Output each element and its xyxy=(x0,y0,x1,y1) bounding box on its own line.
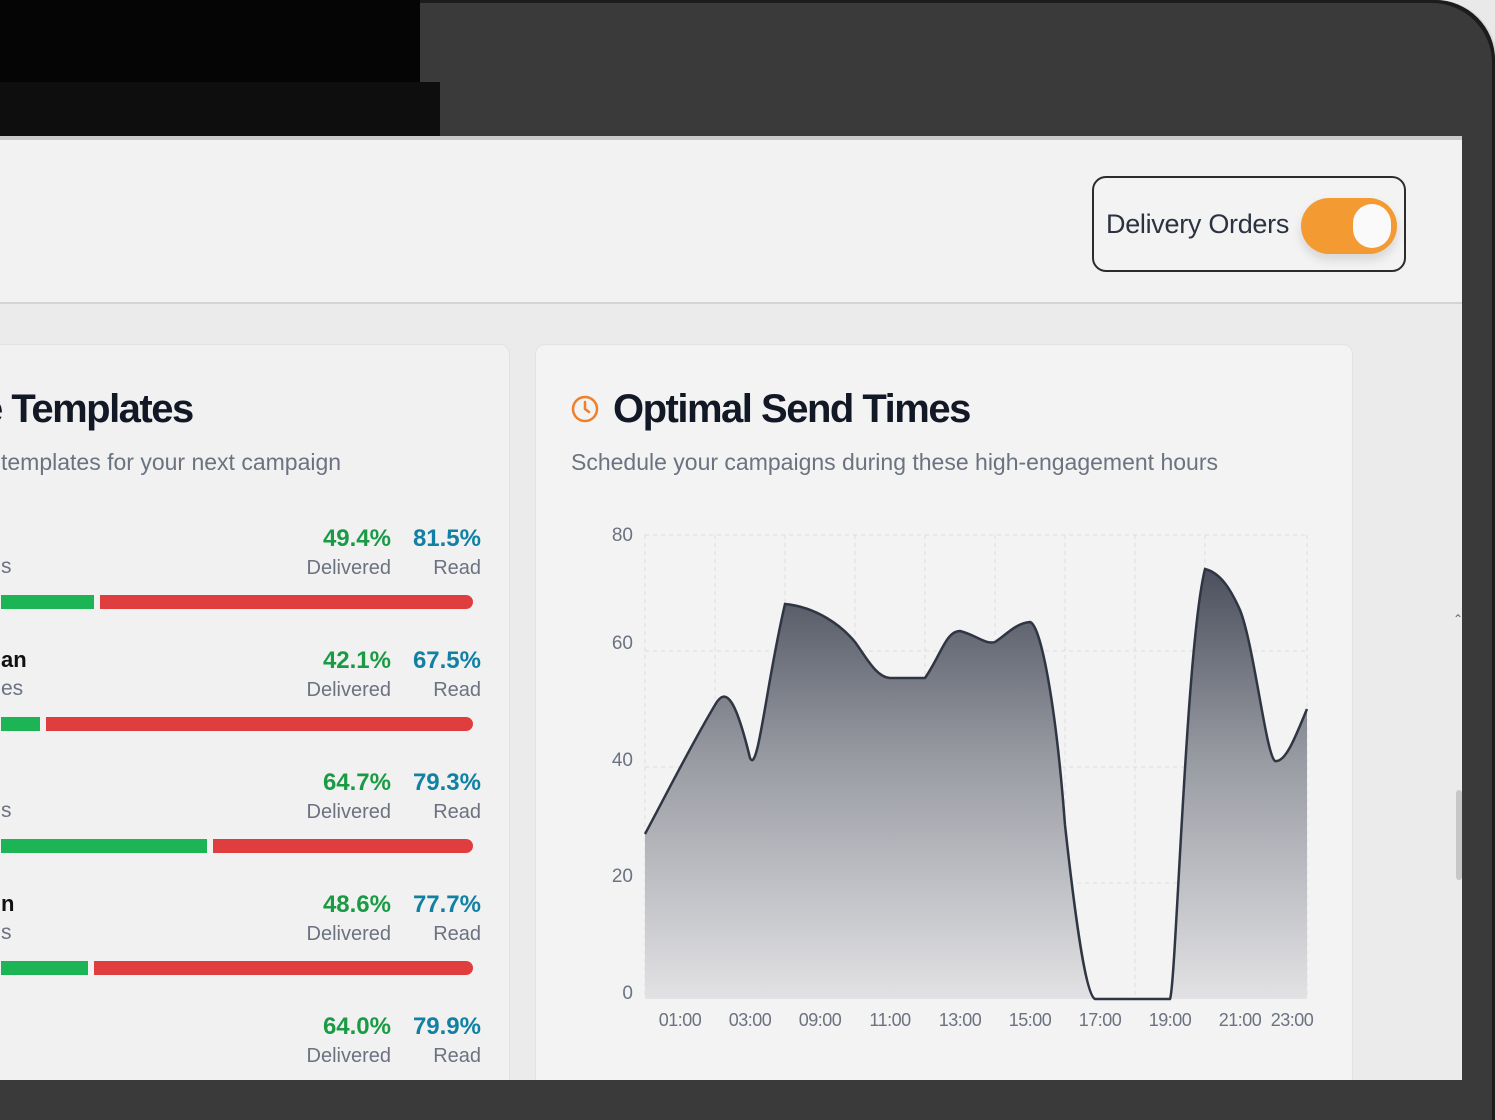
delivered-percent: 48.6% xyxy=(322,891,391,918)
template-row[interactable]: s 49.4% 81.5% Delivered Read xyxy=(1,525,481,625)
x-tick: 09:00 xyxy=(798,1010,842,1030)
delivered-percent: 64.0% xyxy=(322,1013,391,1040)
delivered-label: Delivered xyxy=(306,1045,391,1067)
card-subtitle: Schedule your campaigns during these hig… xyxy=(571,449,1218,475)
x-tick: 17:00 xyxy=(1078,1010,1122,1030)
template-subtitle: es xyxy=(1,677,24,700)
delivery-orders-toggle-group[interactable]: Delivery Orders xyxy=(1092,176,1406,272)
template-subtitle: s xyxy=(1,921,12,944)
delivered-percent: 49.4% xyxy=(322,525,391,552)
x-tick: 15:00 xyxy=(1008,1010,1052,1030)
scroll-up-arrow-icon[interactable]: ⌃ xyxy=(1453,612,1462,626)
delivered-label: Delivered xyxy=(306,679,391,701)
read-label: Read xyxy=(433,679,481,701)
delivered-bar xyxy=(1,961,88,975)
send-times-chart: 80 60 40 20 0 xyxy=(536,345,1352,1080)
main-content: e Templates templates for your next camp… xyxy=(0,304,1462,1080)
card-subtitle: templates for your next campaign xyxy=(1,449,342,475)
read-label: Read xyxy=(433,923,481,945)
progress-bar xyxy=(1,595,473,609)
x-tick: 11:00 xyxy=(869,1010,911,1030)
toggle-knob[interactable] xyxy=(1353,204,1391,248)
x-tick: 01:00 xyxy=(658,1010,702,1030)
read-percent: 79.9% xyxy=(412,1013,481,1040)
x-tick: 19:00 xyxy=(1148,1010,1192,1030)
read-label: Read xyxy=(433,1045,481,1067)
x-tick: 13:00 xyxy=(938,1010,982,1030)
area-fill xyxy=(645,569,1307,999)
clock-icon xyxy=(571,395,599,423)
progress-bar xyxy=(1,839,473,853)
toggle-label: Delivery Orders xyxy=(1106,208,1290,239)
template-name: an xyxy=(1,647,27,672)
y-tick: 20 xyxy=(611,866,633,887)
delivered-label: Delivered xyxy=(306,557,391,579)
delivered-label: Delivered xyxy=(306,923,391,945)
read-percent: 79.3% xyxy=(412,769,481,796)
y-tick: 80 xyxy=(611,525,633,546)
template-row[interactable]: s 64.7% 79.3% Delivered Read xyxy=(1,769,481,869)
card-title: Optimal Send Times xyxy=(613,387,971,431)
card-title: e Templates xyxy=(0,387,194,431)
remaining-bar xyxy=(46,717,473,731)
remaining-bar xyxy=(94,961,473,975)
scrollbar-thumb[interactable] xyxy=(1456,790,1462,880)
template-row[interactable]: 64.0% 79.9% Delivered Read xyxy=(1,1013,481,1080)
read-label: Read xyxy=(433,557,481,579)
y-tick: 60 xyxy=(611,633,633,654)
remaining-bar xyxy=(100,595,473,609)
delivered-label: Delivered xyxy=(306,801,391,823)
area-line xyxy=(643,567,1309,1001)
delivered-percent: 64.7% xyxy=(322,769,391,796)
template-row[interactable]: n s 48.6% 77.7% Delivered Read xyxy=(1,891,481,991)
delivered-bar xyxy=(1,595,94,609)
template-name: n xyxy=(1,891,15,916)
top-header: Delivery Orders xyxy=(0,140,1462,304)
template-subtitle: s xyxy=(1,555,12,578)
delivery-orders-toggle[interactable] xyxy=(1301,198,1397,254)
delivered-bar xyxy=(1,839,207,853)
bezel-reflection xyxy=(0,82,440,138)
progress-bar xyxy=(1,717,473,731)
progress-bar xyxy=(1,961,473,975)
read-percent: 81.5% xyxy=(412,525,481,552)
delivered-bar xyxy=(1,717,40,731)
template-subtitle: s xyxy=(1,799,12,822)
x-tick: 21:00 xyxy=(1218,1010,1262,1030)
screen: Delivery Orders e Templates templates fo… xyxy=(0,136,1462,1080)
read-percent: 67.5% xyxy=(412,647,481,674)
templates-card: e Templates templates for your next camp… xyxy=(0,344,510,1080)
x-tick: 03:00 xyxy=(728,1010,772,1030)
template-row[interactable]: an es 42.1% 67.5% Delivered Read xyxy=(1,647,481,747)
send-times-card: Optimal Send Times Schedule your campaig… xyxy=(535,344,1353,1080)
remaining-bar xyxy=(213,839,473,853)
area-chart-svg xyxy=(643,534,1309,1001)
read-percent: 77.7% xyxy=(412,891,481,918)
read-label: Read xyxy=(433,801,481,823)
delivered-percent: 42.1% xyxy=(322,647,391,674)
x-tick: 23:00 xyxy=(1270,1010,1314,1030)
y-tick: 40 xyxy=(611,750,633,771)
y-tick: 0 xyxy=(622,983,633,1004)
